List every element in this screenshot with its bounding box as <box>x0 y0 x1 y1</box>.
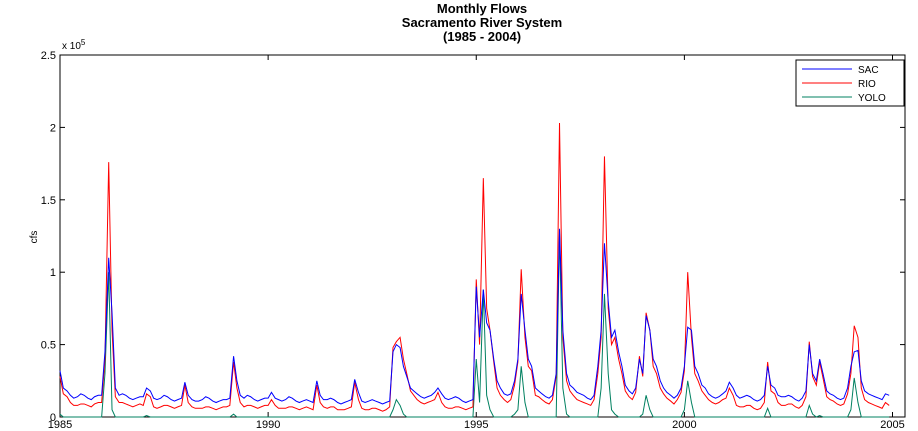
x-tick-label: 1990 <box>256 419 280 431</box>
chart-title: (1985 - 2004) <box>443 29 521 44</box>
legend-label: YOLO <box>858 93 886 104</box>
chart-title: Monthly Flows <box>437 1 527 16</box>
legend-label: RIO <box>858 79 876 90</box>
y-multiplier-exponent: 5 <box>81 38 86 47</box>
y-tick-label: 2.5 <box>41 50 56 62</box>
x-tick-label: 2005 <box>880 419 904 431</box>
x-tick-label: 2000 <box>672 419 696 431</box>
y-tick-label: 2 <box>50 122 56 134</box>
legend-label: SAC <box>858 65 879 76</box>
y-multiplier: x 105 <box>62 38 86 52</box>
y-tick-label: 1 <box>50 267 56 279</box>
y-axis-label: cfs <box>29 231 40 244</box>
series-line <box>59 228 890 405</box>
y-tick-label: 0.5 <box>41 340 56 352</box>
x-tick-label: 1995 <box>464 419 488 431</box>
y-tick-label: 1.5 <box>41 195 56 207</box>
chart-title: Sacramento River System <box>402 15 562 30</box>
series-line <box>59 233 890 418</box>
y-multiplier-base: x 10 <box>62 41 81 52</box>
x-tick-label: 1985 <box>48 419 72 431</box>
y-tick-label: 0 <box>50 412 56 424</box>
